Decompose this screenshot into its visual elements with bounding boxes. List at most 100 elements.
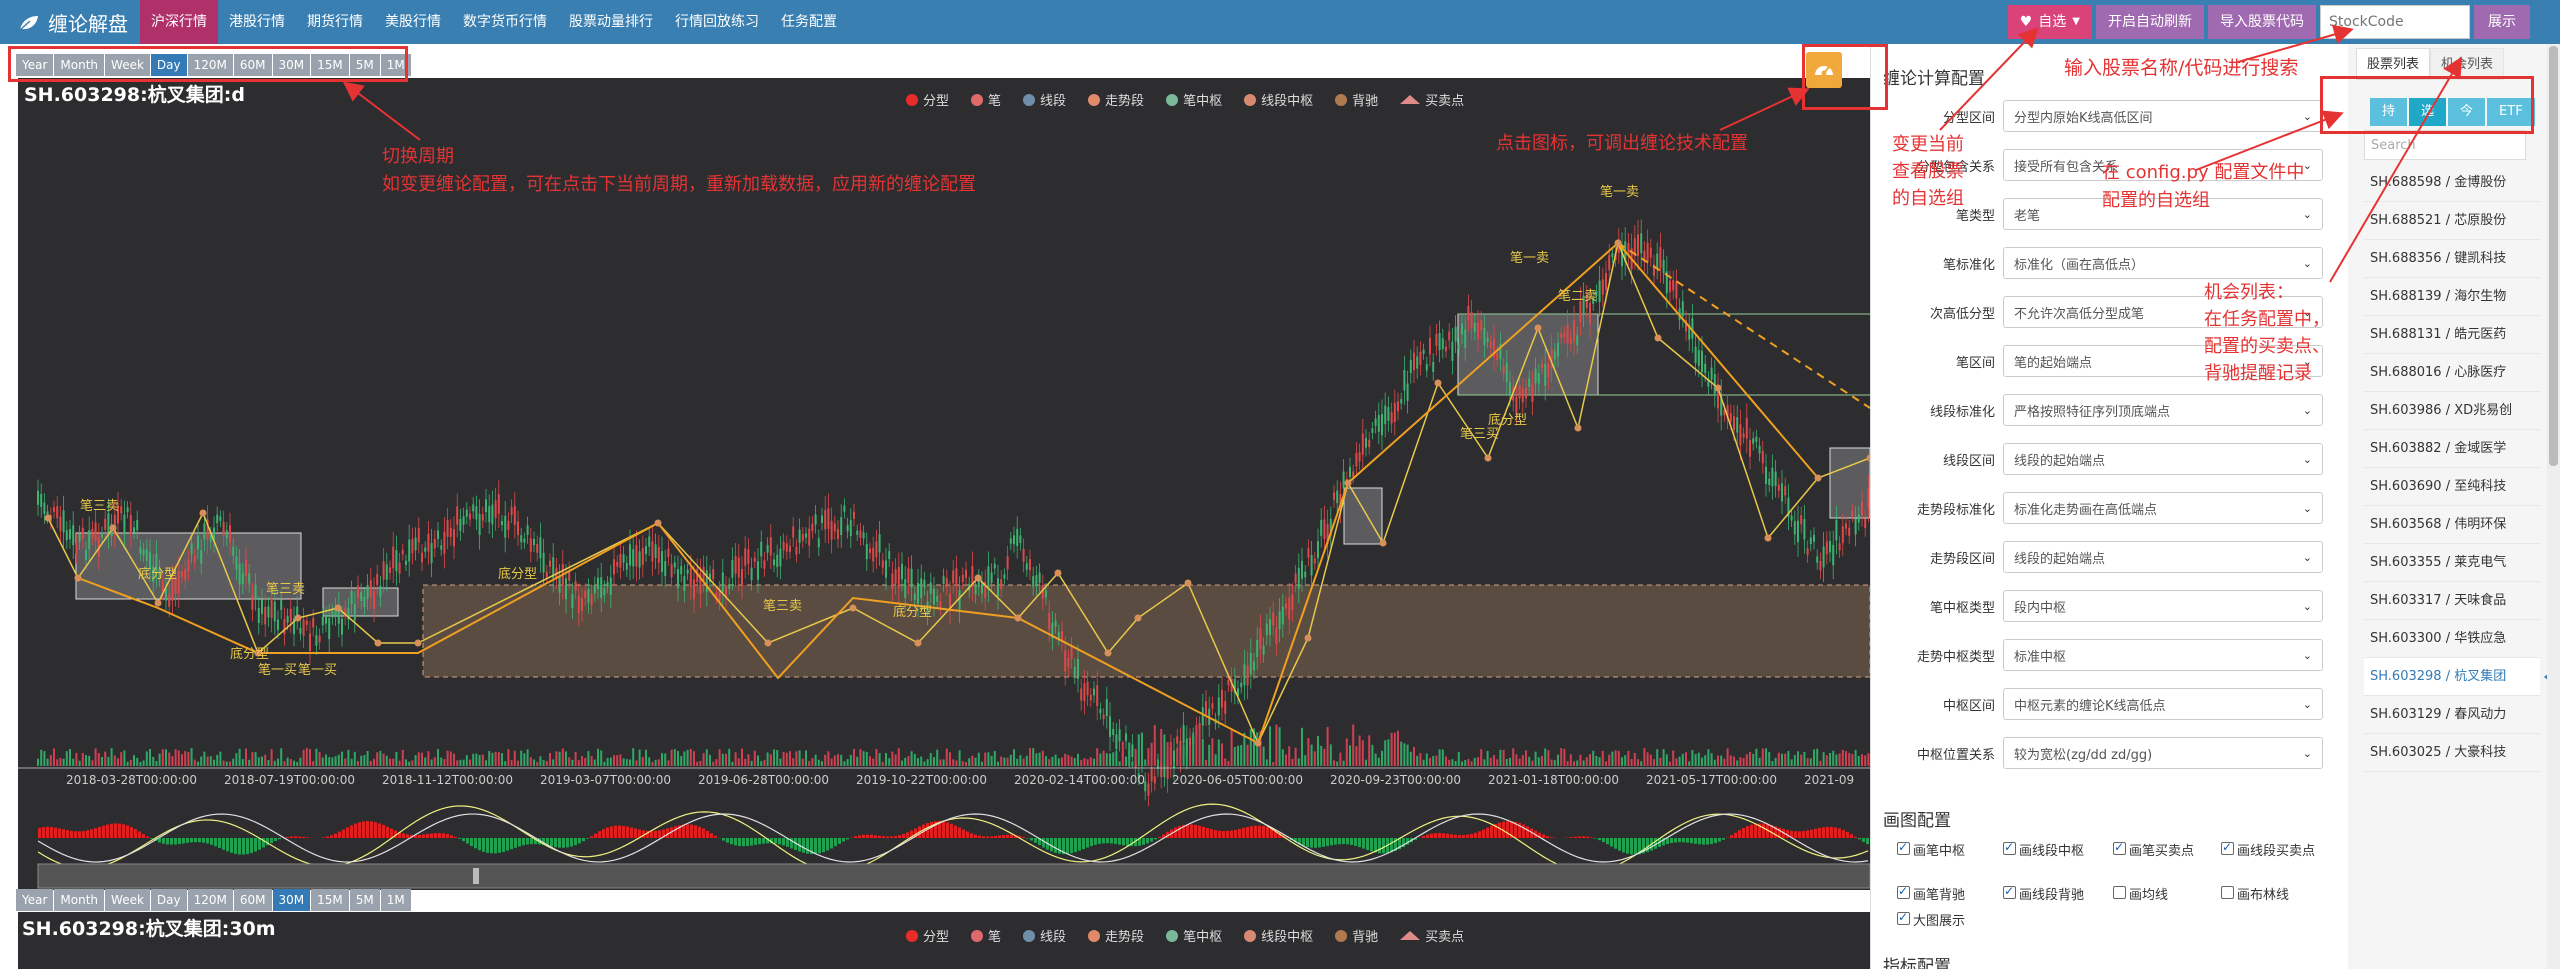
config-select[interactable]: 标准化走势画在高低端点 ⌄: [2003, 492, 2323, 524]
config-select[interactable]: 标准化（画在高低点） ⌄: [2003, 247, 2323, 279]
draw-option-checkbox[interactable]: 画均线: [2113, 884, 2168, 903]
legend-item[interactable]: 笔: [971, 926, 1001, 945]
draw-option-checkbox[interactable]: 画线段中枢: [2003, 840, 2084, 859]
legend-item[interactable]: 走势段: [1088, 90, 1144, 109]
stock-search-input[interactable]: Search: [2364, 130, 2526, 160]
checkbox-icon[interactable]: [2221, 840, 2234, 855]
legend-item[interactable]: 笔中枢: [1166, 926, 1222, 945]
period-30m-1m-button[interactable]: 1M: [380, 889, 411, 911]
draw-option-checkbox[interactable]: 画笔背驰: [1897, 884, 1965, 903]
config-select[interactable]: 老笔 ⌄: [2003, 198, 2323, 230]
legend-item[interactable]: 线段中枢: [1244, 926, 1313, 945]
stock-list-item[interactable]: SH.603690 / 至纯科技: [2364, 468, 2540, 506]
stock-list-item[interactable]: SH.603355 / 莱克电气: [2364, 544, 2540, 582]
period-120m-button[interactable]: 120M: [187, 54, 233, 76]
stock-list-item[interactable]: SH.688598 / 金博股份: [2364, 164, 2540, 202]
nav-item-3[interactable]: 美股行情: [385, 14, 441, 30]
period-1m-button[interactable]: 1M: [380, 54, 411, 76]
period-30m-day-button[interactable]: Day: [150, 889, 187, 911]
period-month-button[interactable]: Month: [54, 54, 105, 76]
nav-item-5[interactable]: 股票动量排行: [569, 14, 653, 30]
import-codes-button[interactable]: 导入股票代码: [2208, 5, 2316, 39]
legend-item[interactable]: 背驰: [1335, 90, 1378, 109]
draw-option-checkbox[interactable]: 画线段买卖点: [2221, 840, 2321, 859]
chan-config-button[interactable]: [1806, 52, 1842, 88]
favorites-dropdown[interactable]: ♥ 自选 ▼: [2007, 5, 2092, 39]
stock-list-item[interactable]: SH.603882 / 金域医学: [2364, 430, 2540, 468]
period-30m-week-button[interactable]: Week: [105, 889, 150, 911]
period-day-button[interactable]: Day: [150, 54, 187, 76]
stock-list-item[interactable]: SH.603300 / 华铁应急: [2364, 620, 2540, 658]
period-30m-120m-button[interactable]: 120M: [187, 889, 233, 911]
auto-refresh-button[interactable]: 开启自动刷新: [2096, 5, 2204, 39]
legend-item[interactable]: 线段: [1023, 926, 1066, 945]
config-select[interactable]: 中枢元素的缠论K线高低点 ⌄: [2003, 688, 2323, 720]
legend-item[interactable]: 分型: [906, 90, 949, 109]
checkbox-icon[interactable]: [1897, 884, 1910, 899]
legend-item[interactable]: 线段中枢: [1244, 90, 1313, 109]
config-select[interactable]: 不允许次高低分型成笔 ⌄: [2003, 296, 2323, 328]
stock-list-item[interactable]: SH.688016 / 心脉医疗: [2364, 354, 2540, 392]
stock-list-item[interactable]: SH.688356 / 键凯科技: [2364, 240, 2540, 278]
stock-list-item[interactable]: SH.603986 / XD兆易创: [2364, 392, 2540, 430]
checkbox-icon[interactable]: [2113, 840, 2126, 855]
checkbox-icon[interactable]: [1897, 840, 1910, 855]
legend-item[interactable]: 走势段: [1088, 926, 1144, 945]
config-select[interactable]: 线段的起始端点 ⌄: [2003, 541, 2323, 573]
period-30m-30m-button[interactable]: 30M: [272, 889, 311, 911]
config-select[interactable]: 严格按照特征序列顶底端点 ⌄: [2003, 394, 2323, 426]
legend-item[interactable]: 笔中枢: [1166, 90, 1222, 109]
draw-option-checkbox[interactable]: 大图展示: [1897, 910, 1965, 929]
nav-item-0[interactable]: 沪深行情: [140, 0, 218, 44]
nav-item-1[interactable]: 港股行情: [229, 14, 285, 30]
legend-item[interactable]: 背驰: [1335, 926, 1378, 945]
stock-code-input[interactable]: [2320, 5, 2470, 39]
period-30m-60m-button[interactable]: 60M: [233, 889, 272, 911]
stock-list-item[interactable]: SH.688521 / 芯原股份: [2364, 202, 2540, 240]
draw-option-checkbox[interactable]: 画笔中枢: [1897, 840, 1965, 859]
config-select[interactable]: 笔的起始端点 ⌄: [2003, 345, 2323, 377]
config-select[interactable]: 线段的起始端点 ⌄: [2003, 443, 2323, 475]
config-select[interactable]: 段内中枢 ⌄: [2003, 590, 2323, 622]
period-30m-button[interactable]: 30M: [272, 54, 311, 76]
kline-chart-daily[interactable]: SH.603298:杭叉集团:d 分型笔线段 走势段 笔中枢 线段中枢 背驰 买卖点 笔三…: [18, 78, 1870, 890]
checkbox-icon[interactable]: [2003, 840, 2016, 855]
nav-item-7[interactable]: 任务配置: [781, 14, 837, 30]
legend-item[interactable]: 分型: [906, 926, 949, 945]
config-select[interactable]: 较为宽松(zg/dd zd/gg) ⌄: [2003, 737, 2323, 769]
stock-list-item[interactable]: SH.603568 / 伟明环保: [2364, 506, 2540, 544]
legend-item[interactable]: 买卖点: [1400, 926, 1464, 945]
filter-button[interactable]: ETF: [2487, 98, 2535, 126]
config-select[interactable]: 标准中枢 ⌄: [2003, 639, 2323, 671]
draw-option-checkbox[interactable]: 画布林线: [2221, 884, 2289, 903]
config-select[interactable]: 分型内原始K线高低区间 ⌄: [2003, 100, 2323, 132]
checkbox-icon[interactable]: [2003, 884, 2016, 899]
checkbox-icon[interactable]: [2113, 886, 2126, 899]
stock-list-item[interactable]: SH.603025 / 大豪科技: [2364, 734, 2540, 772]
stock-list-item[interactable]: SH.603298 / 杭叉集团: [2364, 658, 2554, 696]
stock-list-item[interactable]: SH.603317 / 天味食品: [2364, 582, 2540, 620]
stock-list-item[interactable]: SH.688139 / 海尔生物: [2364, 278, 2540, 316]
period-year-button[interactable]: Year: [16, 54, 54, 76]
stock-list-item[interactable]: SH.603129 / 春风动力: [2364, 696, 2540, 734]
period-5m-button[interactable]: 5M: [349, 54, 380, 76]
kline-chart-30m[interactable]: SH.603298:杭叉集团:30m 分型笔线段 走势段 笔中枢 线段中枢 背驰 买卖点: [18, 912, 1870, 969]
show-button[interactable]: 展示: [2474, 5, 2530, 39]
period-week-button[interactable]: Week: [105, 54, 150, 76]
nav-item-4[interactable]: 数字货币行情: [463, 14, 547, 30]
nav-item-6[interactable]: 行情回放练习: [675, 14, 759, 30]
period-15m-button[interactable]: 15M: [311, 54, 349, 76]
period-30m-5m-button[interactable]: 5M: [349, 889, 380, 911]
draw-option-checkbox[interactable]: 画笔买卖点: [2113, 840, 2194, 859]
stock-list-item[interactable]: SH.688131 / 皓元医药: [2364, 316, 2540, 354]
checkbox-icon[interactable]: [1897, 910, 1910, 925]
brand[interactable]: 缠论解盘: [18, 8, 128, 37]
period-30m-year-button[interactable]: Year: [16, 889, 54, 911]
period-30m-15m-button[interactable]: 15M: [311, 889, 349, 911]
checkbox-icon[interactable]: [2221, 886, 2234, 899]
legend-item[interactable]: 买卖点: [1400, 90, 1464, 109]
period-30m-month-button[interactable]: Month: [54, 889, 105, 911]
nav-item-2[interactable]: 期货行情: [307, 14, 363, 30]
period-60m-button[interactable]: 60M: [233, 54, 272, 76]
legend-item[interactable]: 笔: [971, 90, 1001, 109]
